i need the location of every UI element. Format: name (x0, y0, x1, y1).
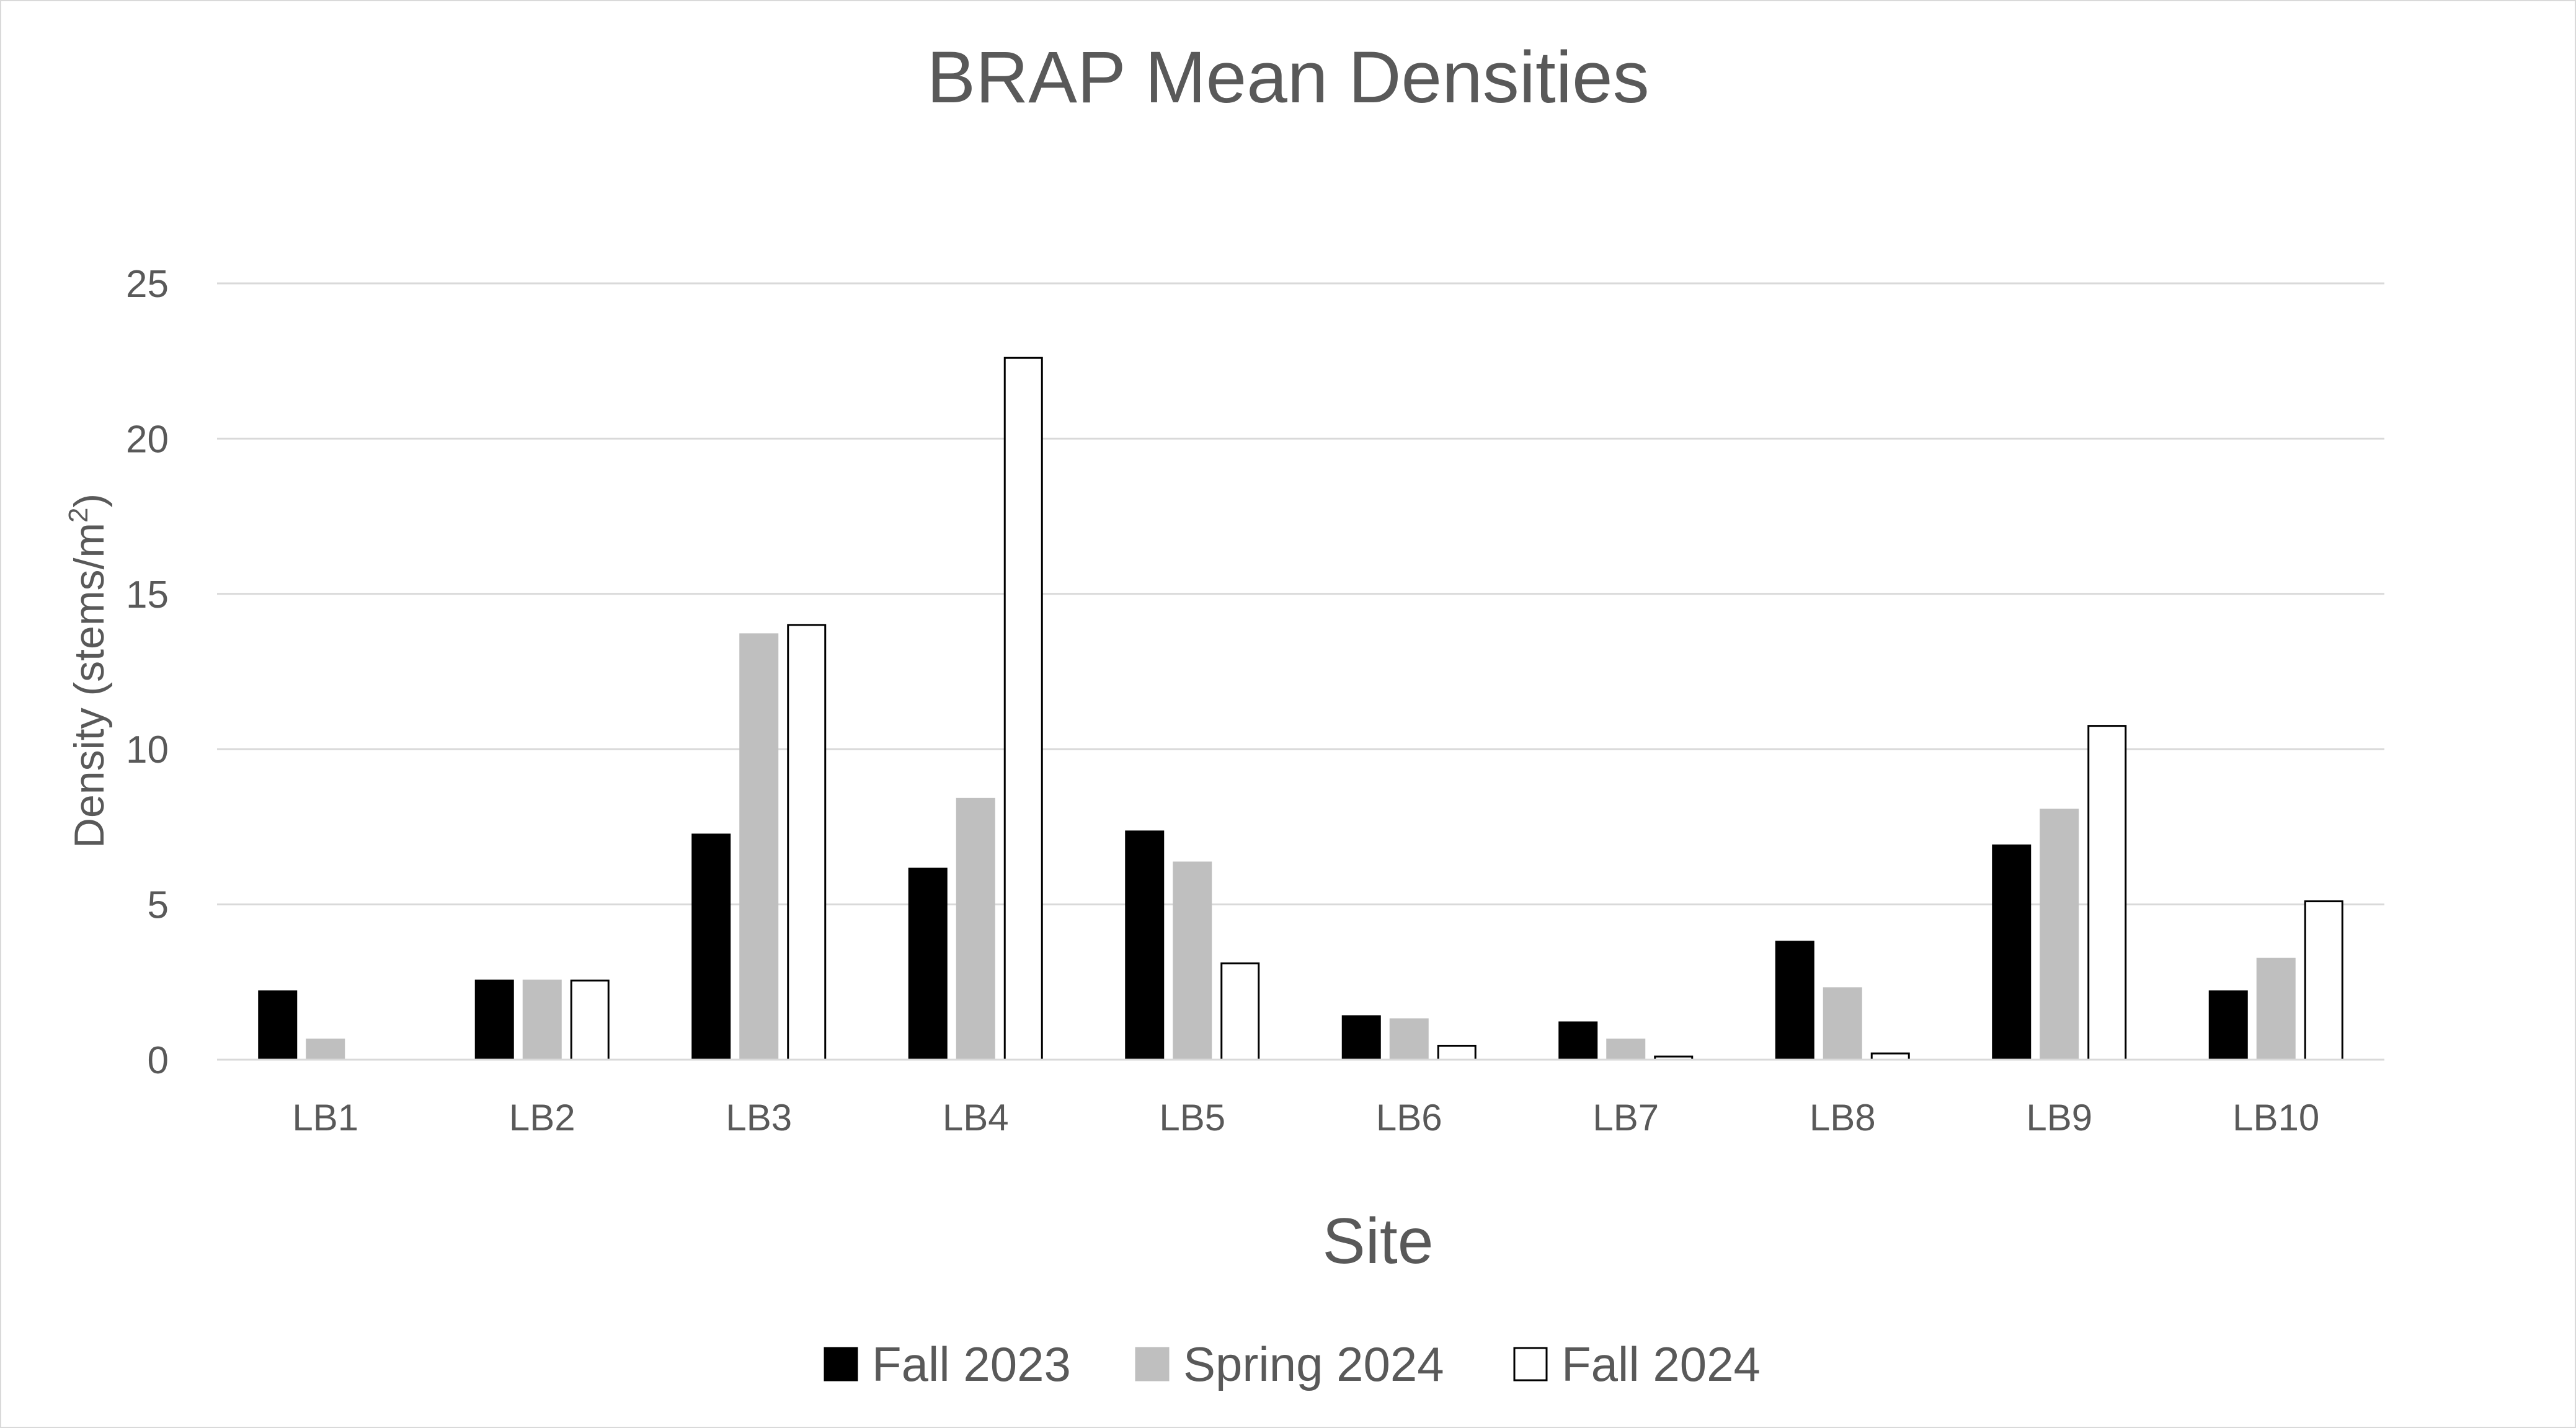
bar-fall-2024-lb10 (2304, 900, 2343, 1061)
bar-spring-2024-lb7 (1606, 1038, 1646, 1061)
bars (258, 357, 2343, 1061)
legend: Fall 2023 Spring 2024 Fall 2024 (824, 1337, 1761, 1391)
y-tick-label: 15 (126, 574, 169, 616)
bar-fall-2023-lb5 (1125, 830, 1165, 1061)
x-category-label: LB2 (509, 1097, 575, 1138)
y-axis-ticks: 0 5 10 15 20 25 (126, 263, 169, 1082)
y-axis-title: Density (stems/m2) (63, 494, 113, 848)
legend-swatch (824, 1347, 858, 1381)
x-category-label: LB3 (726, 1097, 792, 1138)
bar-spring-2024-lb1 (306, 1038, 345, 1061)
y-tick-label: 5 (148, 884, 169, 927)
legend-item-fall-2024: Fall 2024 (1513, 1337, 1761, 1391)
bar-fall-2023-lb4 (908, 867, 948, 1061)
x-category-label: LB6 (1376, 1097, 1442, 1138)
bar-fall-2023-lb9 (1992, 844, 2032, 1061)
x-category-label: LB9 (2026, 1097, 2092, 1138)
bar-spring-2024-lb5 (1173, 861, 1212, 1061)
x-axis-title: Site (1322, 1205, 1433, 1277)
chart-title: BRAP Mean Densities (926, 37, 1649, 118)
bar-fall-2023-lb8 (1775, 941, 1814, 1061)
bar-fall-2024-lb6 (1437, 1044, 1477, 1061)
x-category-label: LB8 (1810, 1097, 1876, 1138)
y-tick-label: 20 (126, 418, 169, 461)
x-category-label: LB10 (2232, 1097, 2319, 1138)
bar-fall-2023-lb6 (1341, 1015, 1381, 1061)
legend-item-fall-2023: Fall 2023 (824, 1337, 1071, 1391)
bar-fall-2024-lb8 (1870, 1052, 1910, 1061)
bar-spring-2024-lb9 (2040, 809, 2079, 1061)
legend-label: Fall 2023 (872, 1337, 1071, 1391)
x-category-label: LB4 (943, 1097, 1009, 1138)
legend-label: Fall 2024 (1561, 1337, 1761, 1391)
bar-fall-2023-lb10 (2208, 990, 2248, 1061)
bar-spring-2024-lb6 (1389, 1018, 1429, 1061)
bar-fall-2023-lb1 (258, 990, 298, 1061)
x-axis-categories: LB1 LB2 LB3 LB4 LB5 LB6 LB7 LB8 LB9 LB10 (292, 1097, 2319, 1138)
bar-fall-2023-lb3 (691, 833, 731, 1061)
bar-spring-2024-lb3 (739, 633, 779, 1061)
bar-fall-2024-lb2 (570, 979, 610, 1061)
legend-swatch (1135, 1347, 1170, 1381)
x-category-label: LB5 (1159, 1097, 1225, 1138)
x-category-label: LB7 (1592, 1097, 1659, 1138)
bar-fall-2024-lb5 (1220, 962, 1260, 1061)
y-tick-label: 10 (126, 729, 169, 771)
bar-spring-2024-lb8 (1823, 987, 1862, 1061)
legend-item-spring-2024: Spring 2024 (1135, 1337, 1444, 1391)
bar-fall-2024-lb3 (787, 624, 827, 1061)
bar-spring-2024-lb4 (956, 797, 995, 1061)
bar-fall-2023-lb7 (1558, 1021, 1598, 1061)
bar-fall-2023-lb2 (474, 979, 514, 1061)
bar-spring-2024-lb2 (522, 979, 562, 1061)
bar-spring-2024-lb10 (2256, 957, 2296, 1061)
y-tick-label: 25 (126, 263, 169, 306)
bar-fall-2024-lb4 (1003, 357, 1043, 1061)
x-category-label: LB1 (292, 1097, 358, 1138)
y-tick-label: 0 (148, 1039, 169, 1082)
legend-swatch (1513, 1347, 1548, 1381)
legend-label: Spring 2024 (1183, 1337, 1444, 1391)
bar-fall-2024-lb9 (2087, 725, 2127, 1061)
